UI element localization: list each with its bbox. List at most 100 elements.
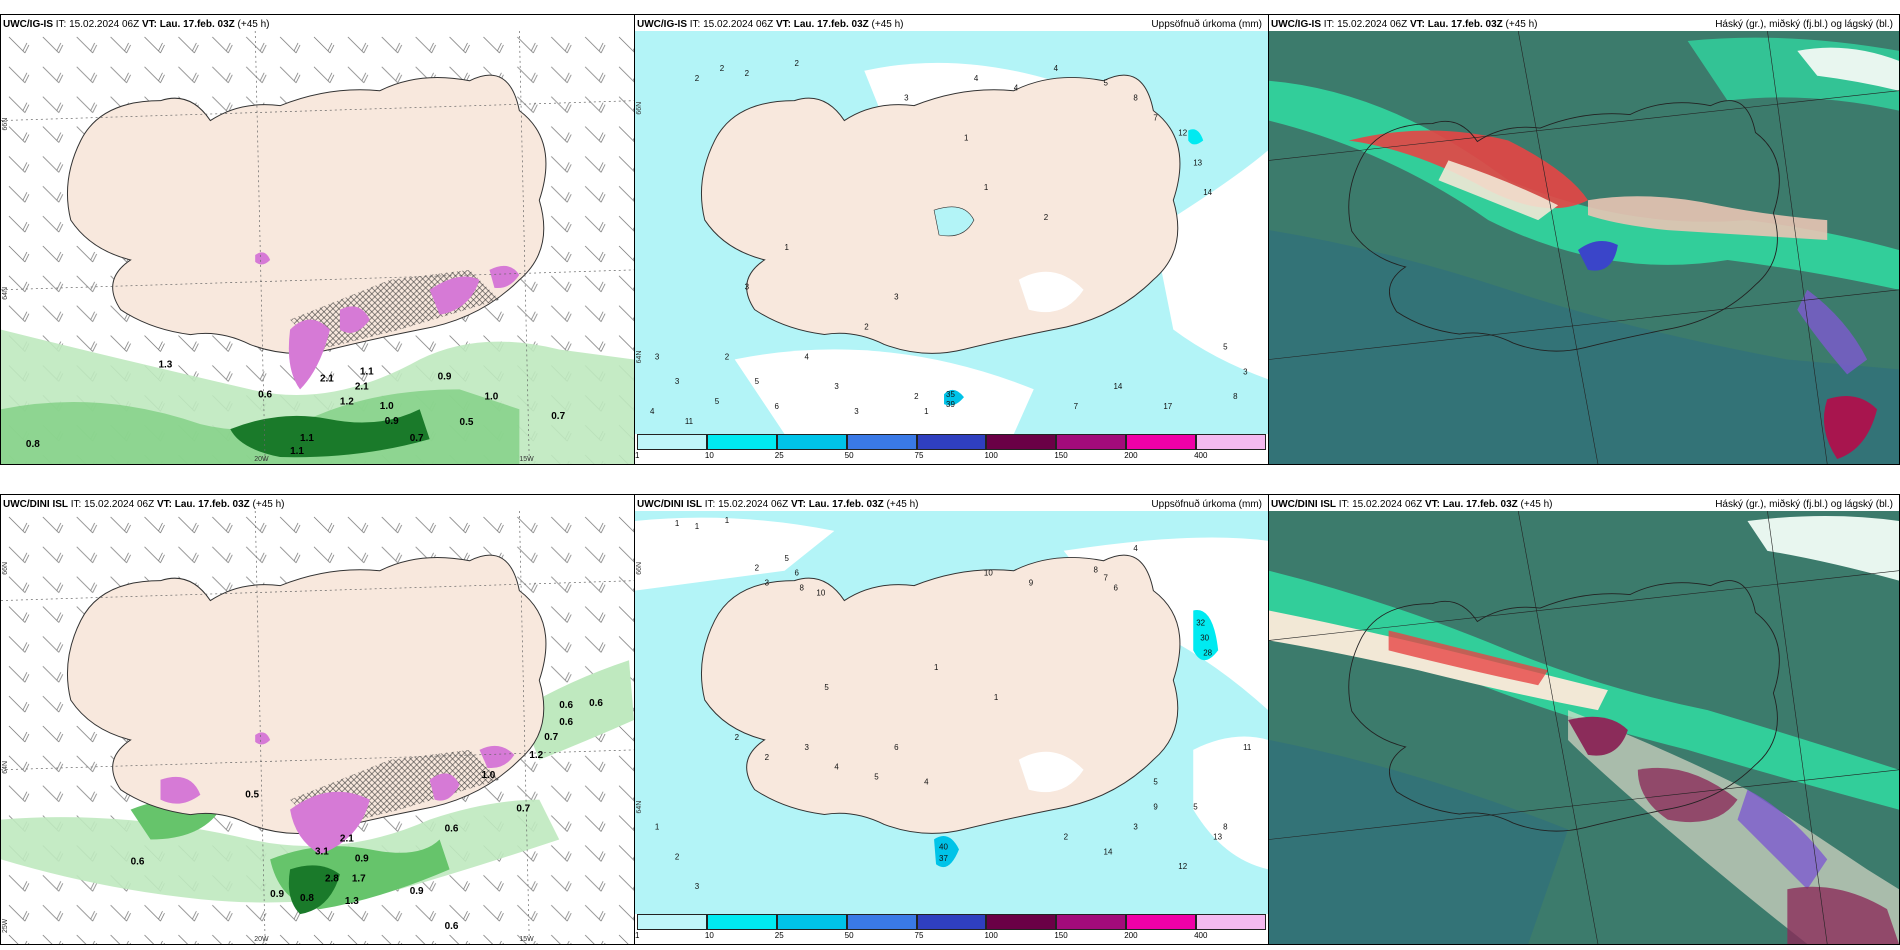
amount: 9	[1029, 579, 1034, 588]
iceland-landmass	[700, 554, 1181, 834]
cloud-magenta-patch-2	[1637, 767, 1738, 823]
map-area: 1 1 1 2 3 5 6 8 10 10 9 8 7 6 4 1 1 2 2 …	[635, 511, 1268, 914]
grid-line	[1269, 289, 1899, 360]
amount: 3	[695, 882, 700, 891]
amount: 11	[1243, 743, 1252, 752]
colorbar-swatch	[1196, 914, 1266, 930]
colorbar-tick-label: 200	[1124, 451, 1138, 460]
amount: 4	[1014, 84, 1019, 93]
amount: 2	[725, 352, 730, 361]
precip-label: 2.1	[320, 373, 334, 384]
grid-line	[1767, 31, 1828, 464]
amount: 5	[1153, 778, 1158, 787]
colorbar-swatch	[986, 914, 1057, 930]
amount: 3	[894, 293, 899, 302]
header-rest: IT: 15.02.2024 06Z VT: Lau. 17.feb. 03Z …	[1323, 19, 1538, 30]
amount: 3	[765, 579, 770, 588]
grid-line	[1269, 90, 1899, 161]
lat-label-66: 66N	[2, 118, 9, 131]
cloud-pink-band	[1587, 196, 1828, 241]
colorbar-swatch	[1126, 914, 1197, 930]
amount: 2	[864, 323, 869, 332]
heavy-precip-spot	[934, 836, 959, 868]
header-rest: IT: 15.02.2024 06Z VT: Lau. 17.feb. 03Z …	[1338, 499, 1553, 510]
panel-header: UWC/DINI ISL IT: 15.02.2024 06Z VT: Lau.…	[637, 499, 919, 510]
dry-area-1	[635, 517, 835, 591]
cloud-teal-lower	[1269, 230, 1899, 464]
colorbar-swatch	[1196, 434, 1266, 450]
amount: 5	[1223, 342, 1228, 351]
amount: 2	[755, 564, 760, 573]
axis-labels: 66N 64N	[636, 102, 643, 364]
amount: 13	[1213, 832, 1222, 841]
amount: 2	[675, 852, 680, 861]
precip-label: 0.6	[559, 717, 573, 728]
precip-label: 0.5	[460, 417, 474, 428]
precip-label: 1.1	[300, 433, 314, 444]
precip-label: 2.8	[325, 873, 339, 884]
colorbar-tick-label: 10	[704, 931, 714, 940]
cloud-purple-streak	[1737, 789, 1828, 890]
precip-label: 1.3	[345, 896, 359, 907]
amount: 3	[904, 94, 909, 103]
cloud-magenta-patch-3	[1787, 886, 1899, 944]
amount: 3	[1133, 822, 1138, 831]
colorbar-swatch	[706, 914, 777, 930]
header-rest: IT: 15.02.2024 06Z VT: Lau. 17.feb. 03Z …	[70, 499, 285, 510]
cloud-cover-panel-row2: UWC/DINI ISL IT: 15.02.2024 06Z VT: Lau.…	[1268, 494, 1900, 945]
panel-right-title: Háský (gr.), miðský (fj.bl.) og lágský (…	[1715, 499, 1893, 510]
amount: 39	[946, 400, 955, 409]
amount: 2	[695, 74, 700, 83]
precip-label: 0.9	[270, 889, 284, 900]
precip-label: 0.7	[544, 732, 558, 743]
colorbar-swatch	[846, 434, 917, 450]
amount: 14	[1104, 847, 1113, 856]
panel-header: UWC/DINI ISL IT: 15.02.2024 06Z VT: Lau.…	[1271, 499, 1553, 510]
colorbar-swatch	[1056, 914, 1127, 930]
colorbar-tick-label: 100	[984, 931, 998, 940]
colorbar: 1 10 25 50 75 100 150 200 400	[635, 914, 1266, 942]
amount: 1	[984, 183, 989, 192]
amount: 3	[804, 743, 809, 752]
colorbar-tick-label: 400	[1194, 451, 1208, 460]
colorbar-tick-label: 75	[914, 451, 924, 460]
amount: 5	[824, 683, 829, 692]
precip-label: 1.0	[380, 401, 394, 412]
cloud-magenta-patch-1	[1568, 716, 1628, 756]
colorbar-tick-label: 50	[844, 451, 854, 460]
amount: 2	[720, 64, 725, 73]
amount: 8	[1094, 566, 1099, 575]
precip-label: 1.0	[481, 770, 495, 781]
precip-purple-2	[160, 776, 201, 804]
amount: 12	[1178, 862, 1187, 871]
amount: 12	[1178, 128, 1187, 137]
iceland-landmass	[66, 554, 547, 835]
amount: 1	[655, 822, 660, 831]
precip-label: 2.1	[355, 381, 369, 392]
amount: 5	[785, 554, 790, 563]
amount: 10	[984, 569, 993, 578]
colorbar-swatch	[916, 914, 987, 930]
iceland-outline	[1348, 580, 1780, 832]
dry-area-2	[1153, 150, 1268, 380]
panel-right-title: Uppsöfnuð úrkoma (mm)	[1151, 499, 1262, 510]
amount: 28	[1203, 648, 1212, 657]
amount: 5	[1104, 79, 1109, 88]
colorbar-swatch	[1056, 434, 1127, 450]
amount: 5	[755, 377, 760, 386]
dry-land-patch	[1018, 751, 1084, 793]
precip-label: 0.5	[245, 790, 259, 801]
amount: 30	[1200, 633, 1209, 642]
colorbar-tick-label: 200	[1124, 931, 1138, 940]
colorbar-tick-label: 25	[774, 931, 784, 940]
precip-label: 0.7	[516, 804, 530, 815]
colorbar-swatch	[986, 434, 1057, 450]
glacier-precip	[933, 206, 975, 237]
colorbar-tick-label: 25	[774, 451, 784, 460]
wind-precip-panel-row1: UWC/IG-IS IT: 15.02.2024 06Z VT: Lau. 17…	[0, 14, 635, 465]
precip-label: 0.6	[258, 389, 272, 400]
amount: 37	[939, 854, 948, 863]
colorbar-swatch	[776, 434, 847, 450]
amount: 7	[1074, 402, 1079, 411]
precip-label: 0.7	[551, 411, 565, 422]
